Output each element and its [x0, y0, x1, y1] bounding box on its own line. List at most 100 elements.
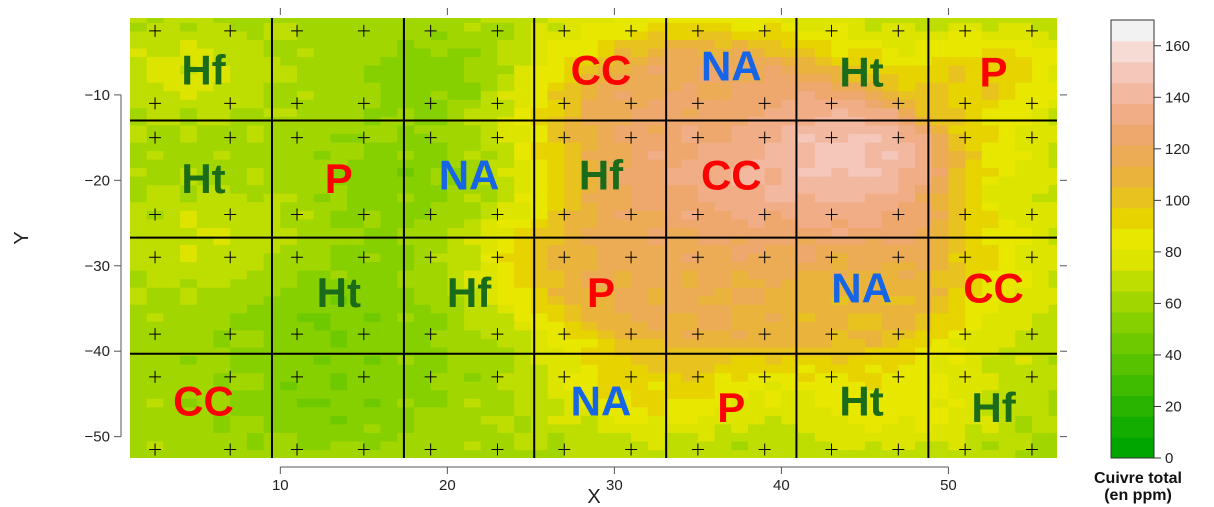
heatmap-cell — [580, 312, 599, 322]
heatmap-cell — [430, 389, 448, 399]
heatmap-cell — [714, 47, 732, 58]
heatmap-cell — [480, 432, 499, 442]
heatmap-cell — [614, 158, 632, 169]
heatmap-cell — [848, 338, 866, 348]
heatmap-cell — [697, 210, 716, 220]
heatmap-cell — [831, 124, 849, 134]
heatmap-cell — [196, 30, 215, 40]
heatmap-cell — [430, 449, 448, 458]
heatmap-cell — [196, 321, 215, 331]
heatmap-cell — [981, 287, 1000, 297]
heatmap-cell — [814, 47, 833, 58]
heatmap-cell — [363, 227, 382, 237]
heatmap-cell — [213, 133, 231, 143]
heatmap-cell — [580, 440, 599, 451]
heatmap-cell — [681, 304, 699, 314]
heatmap-cell — [831, 30, 849, 40]
heatmap-cell — [881, 287, 899, 297]
heatmap-cell — [714, 39, 732, 49]
heatmap-cell — [814, 304, 833, 314]
heatmap-cell — [230, 99, 248, 109]
heatmap-cell — [697, 201, 716, 211]
heatmap-cell — [781, 270, 799, 280]
heatmap-cell — [196, 47, 215, 58]
heatmap-cell — [714, 210, 732, 220]
heatmap-cell — [246, 82, 265, 92]
heatmap-cell — [948, 167, 966, 177]
heatmap-cell — [163, 338, 181, 348]
heatmap-cell — [647, 389, 666, 399]
heatmap-cell — [981, 321, 1000, 331]
heatmap-cell — [931, 295, 950, 305]
heatmap-cell — [764, 18, 782, 23]
heatmap-cell — [864, 56, 883, 66]
heatmap-cell — [881, 398, 899, 408]
heatmap-cell — [814, 244, 833, 254]
heatmap-cell — [697, 355, 716, 365]
sample-point-marker — [1025, 97, 1038, 110]
heatmap-cell — [764, 218, 782, 228]
sample-point-marker — [357, 443, 370, 456]
heatmap-cell — [864, 133, 883, 143]
heatmap-cell — [1015, 440, 1033, 451]
heatmap-cell — [881, 158, 899, 169]
heatmap-cell — [246, 381, 265, 391]
heatmap-cell — [664, 261, 682, 271]
heatmap-cell — [180, 184, 198, 194]
heatmap-cell — [714, 270, 732, 280]
heatmap-cell — [781, 440, 799, 451]
heatmap-cell — [363, 389, 382, 399]
heatmap-cell — [280, 90, 298, 100]
heatmap-cell — [814, 449, 833, 458]
heatmap-cell — [397, 449, 415, 458]
heatmap-cell — [1015, 287, 1033, 297]
heatmap-cell — [163, 261, 181, 271]
heatmap-cell — [580, 278, 599, 288]
heatmap-cell — [297, 304, 315, 314]
heatmap-cell — [631, 64, 649, 75]
heatmap-cell — [497, 73, 515, 83]
sample-point-marker — [691, 251, 704, 264]
heatmap-cell — [530, 423, 549, 433]
heatmap-cell — [580, 449, 599, 458]
heatmap-cell — [297, 90, 315, 100]
heatmap-cell — [864, 201, 883, 211]
heatmap-cell — [781, 18, 799, 23]
heatmap-cell — [597, 82, 615, 92]
heatmap-cell — [447, 133, 465, 143]
heatmap-cell — [1048, 338, 1057, 348]
heatmap-cell — [798, 372, 816, 382]
heatmap-cell — [697, 389, 716, 399]
heatmap-cell — [330, 193, 348, 203]
sample-point-marker — [625, 97, 638, 110]
heatmap-cell — [464, 415, 482, 425]
heatmap-cell — [447, 346, 465, 357]
heatmap-cell — [213, 39, 231, 49]
heatmap-cell — [697, 338, 716, 348]
heatmap-cell — [163, 30, 181, 40]
heatmap-cell — [681, 47, 699, 58]
heatmap-cell — [530, 210, 549, 220]
heatmap-cell — [881, 278, 899, 288]
heatmap-cell — [230, 338, 248, 348]
heatmap-cell — [631, 278, 649, 288]
heatmap-cell — [213, 381, 231, 391]
heatmap-cell — [631, 295, 649, 305]
heatmap-cell — [514, 176, 532, 186]
heatmap-cell — [1048, 82, 1057, 92]
heatmap-cell — [965, 312, 983, 322]
heatmap-cell — [564, 449, 582, 458]
heatmap-cell — [681, 22, 699, 32]
heatmap-cell — [798, 346, 816, 357]
heatmap-cell — [647, 355, 666, 365]
heatmap-cell — [781, 235, 799, 245]
heatmap-cell — [464, 124, 482, 134]
heatmap-cell — [965, 167, 983, 177]
heatmap-cell — [714, 82, 732, 92]
heatmap-cell — [180, 210, 198, 220]
sample-point-marker — [691, 131, 704, 144]
heatmap-cell — [1031, 372, 1050, 382]
heatmap-cell — [196, 364, 215, 374]
heatmap-cell — [347, 133, 365, 143]
heatmap-cell — [631, 381, 649, 391]
